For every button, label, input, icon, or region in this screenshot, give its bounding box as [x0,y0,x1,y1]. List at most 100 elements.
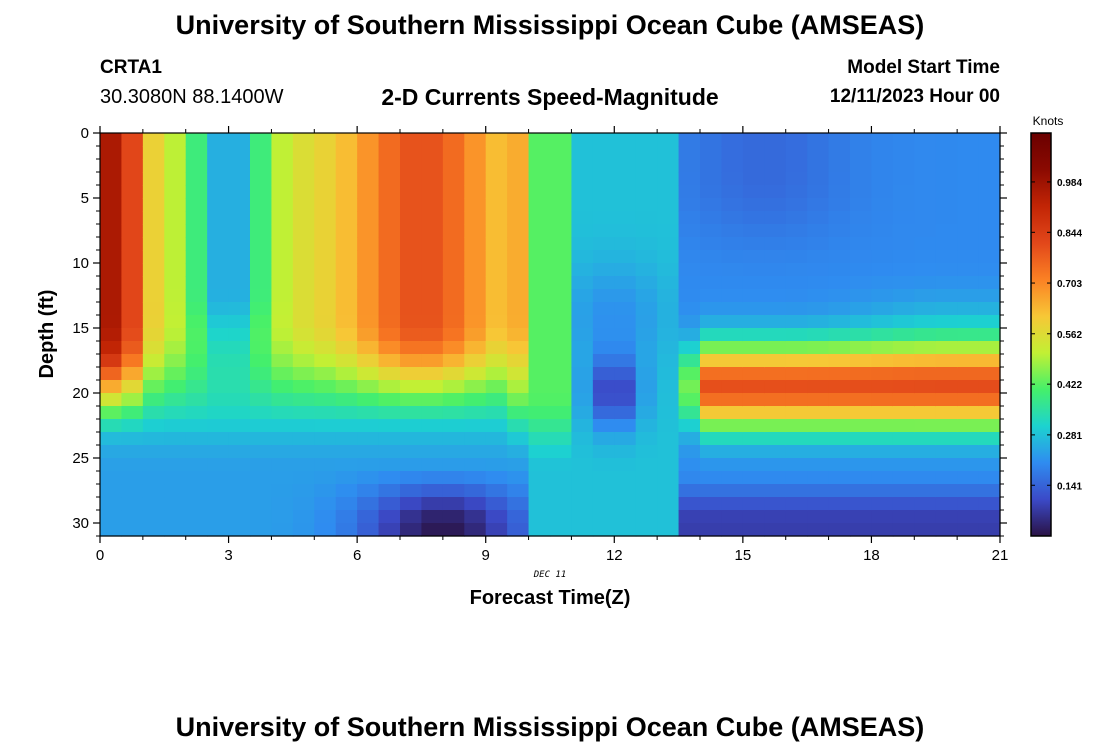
heatmap-cell [764,341,787,355]
heatmap-cell [378,250,401,264]
heatmap-cell [700,172,723,186]
heatmap-cell [507,354,530,368]
heatmap-cell [678,458,701,472]
heatmap-cell [250,250,273,264]
heatmap-cell [485,237,508,251]
heatmap-cell [335,250,358,264]
heatmap-cell [935,471,958,485]
heatmap-cell [914,224,937,238]
heatmap-cell [185,250,208,264]
heatmap-cell [121,133,144,147]
heatmap-cell [764,172,787,186]
heatmap-cell [871,133,894,147]
heatmap-cell [850,354,873,368]
heatmap-cell [207,497,230,511]
heatmap-cell [892,172,915,186]
heatmap-cell [271,380,294,394]
heatmap-cell [121,432,144,446]
heatmap-cell [807,185,830,199]
heatmap-cell [935,354,958,368]
heatmap-cell [678,263,701,277]
heatmap-cell [485,146,508,160]
heatmap-cell [442,289,465,303]
heatmap-cell [121,224,144,238]
heatmap-cell [378,445,401,459]
heatmap-cell [142,263,165,277]
y-tick-label: 15 [72,320,89,337]
heatmap-cell [914,198,937,212]
heatmap-cell [978,289,1001,303]
heatmap-cell [507,276,530,290]
heatmap-cell [635,497,658,511]
heatmap-cell [635,172,658,186]
heatmap-cell [850,510,873,524]
heatmap-cell [207,237,230,251]
heatmap-cell [957,224,980,238]
heatmap-cell [721,367,744,381]
heatmap-cell [785,406,808,420]
heatmap-cell [421,328,444,342]
heatmap-cell [914,497,937,511]
heatmap-cell [935,406,958,420]
heatmap-cell [614,315,637,329]
heatmap-cell [721,185,744,199]
heatmap-cell [421,432,444,446]
heatmap-cell [678,406,701,420]
heatmap-cell [142,432,165,446]
heatmap-cell [442,302,465,316]
heatmap-cell [721,146,744,160]
heatmap-cell [121,523,144,537]
heatmap-cell [828,523,851,537]
heatmap-cell [528,510,551,524]
heatmap-cell [742,302,765,316]
heatmap-cell [400,133,423,147]
heatmap-cell [807,172,830,186]
heatmap-cell [550,198,573,212]
heatmap-cell [185,328,208,342]
heatmap-cell [207,315,230,329]
heatmap-cell [614,276,637,290]
heatmap-cell [207,185,230,199]
heatmap-cell [378,510,401,524]
heatmap-cell [464,224,487,238]
heatmap-cell [935,497,958,511]
heatmap-cell [207,367,230,381]
heatmap-cell [871,419,894,433]
heatmap-cell [421,419,444,433]
heatmap-cell [442,133,465,147]
heatmap-cell [271,471,294,485]
heatmap-cell [507,380,530,394]
heatmap-cell [764,237,787,251]
heatmap-cell [678,185,701,199]
heatmap-cell [700,367,723,381]
heatmap-cell [292,484,315,498]
heatmap-cell [764,224,787,238]
heatmap-cell [250,367,273,381]
heatmap-cell [957,497,980,511]
heatmap-cell [207,419,230,433]
heatmap-cell [507,302,530,316]
heatmap-cell [978,406,1001,420]
heatmap-cell [828,406,851,420]
heatmap-cell [935,341,958,355]
heatmap-cell [871,276,894,290]
heatmap-cell [292,172,315,186]
heatmap-cell [142,406,165,420]
heatmap-cell [550,211,573,225]
heatmap-cell [207,432,230,446]
heatmap-cell [785,237,808,251]
heatmap-cell [871,172,894,186]
heatmap-cell [807,198,830,212]
heatmap-cell [935,289,958,303]
heatmap-cell [100,497,123,511]
heatmap-cell [807,289,830,303]
heatmap-cell [635,302,658,316]
heatmap-cell [271,523,294,537]
x-tick-label: 9 [482,547,490,564]
heatmap-cell [464,445,487,459]
heatmap-cell [528,367,551,381]
heatmap-cell [571,510,594,524]
heatmap-cell [892,393,915,407]
heatmap-cell [121,185,144,199]
heatmap-cell [485,172,508,186]
